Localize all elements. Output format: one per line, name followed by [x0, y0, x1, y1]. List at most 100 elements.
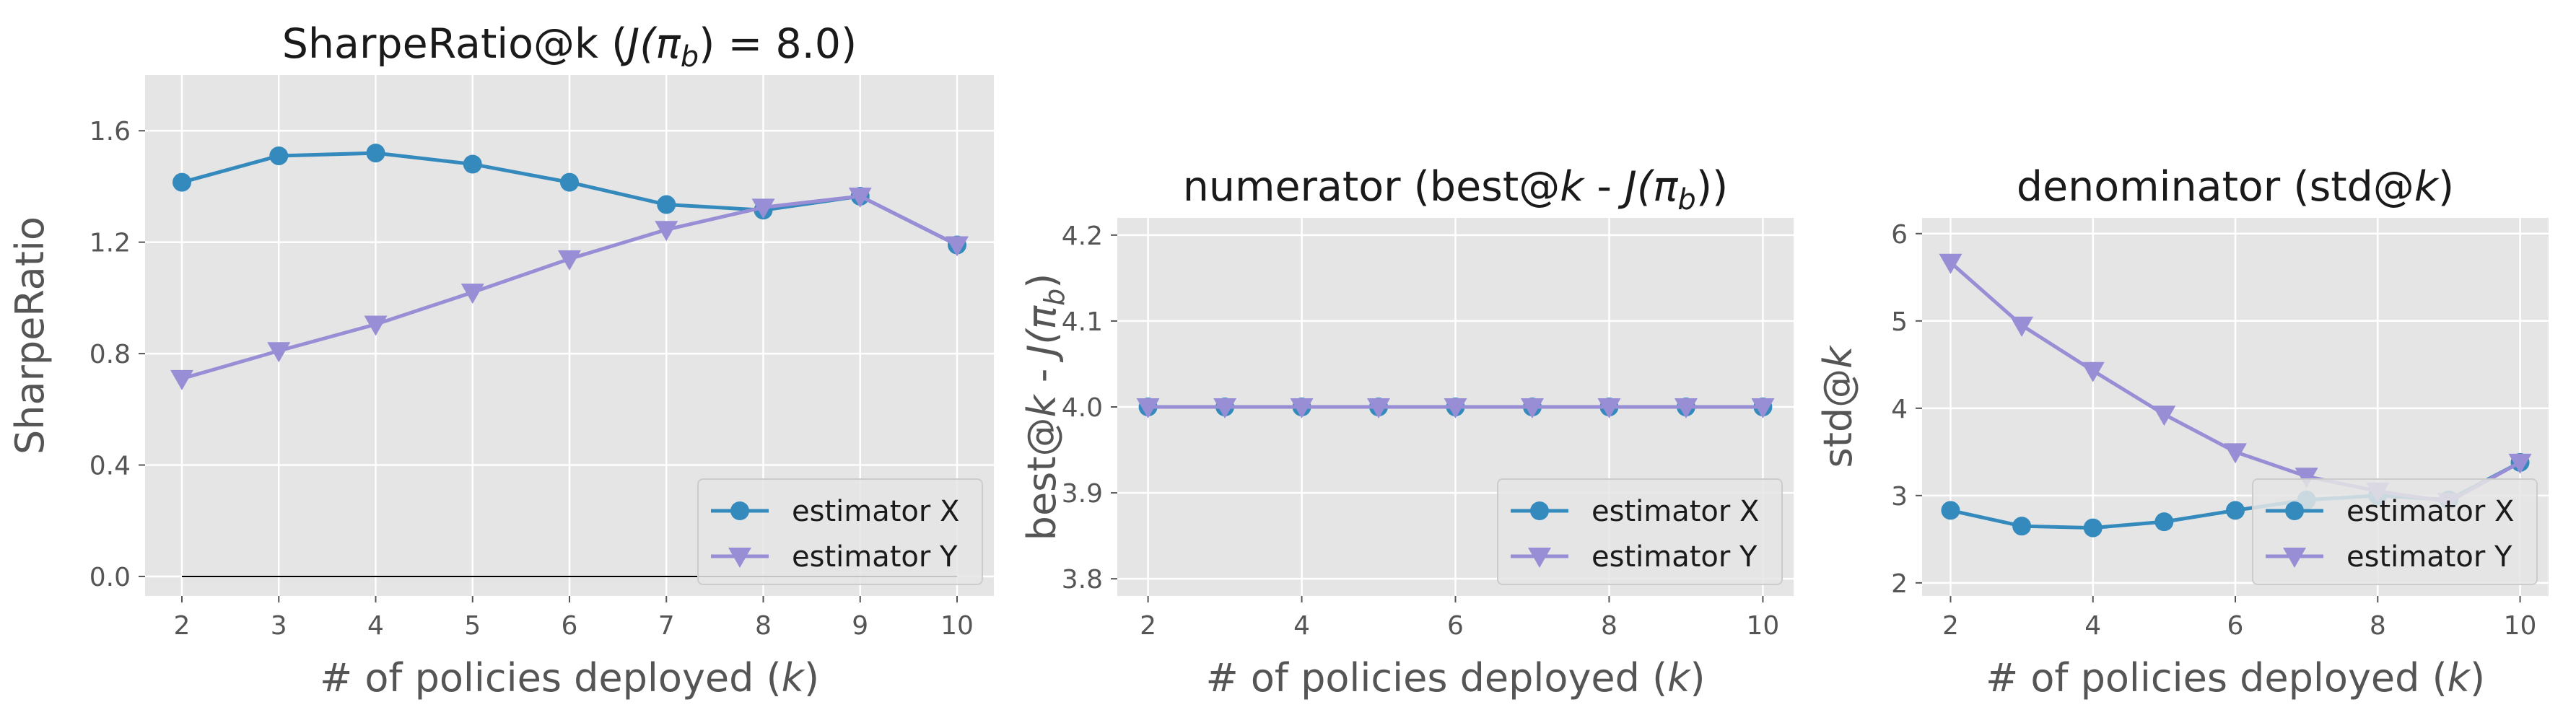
series-estimator-y [1136, 398, 1775, 418]
data-point [2012, 517, 2032, 536]
y-tick-label: 3.9 [1062, 479, 1103, 509]
y-tick-label: 1.6 [89, 117, 131, 146]
data-point [2081, 361, 2105, 382]
x-axis-label: # of policies deployed (k) [320, 655, 819, 701]
y-tick-label: 3.8 [1062, 565, 1103, 595]
data-point [655, 221, 678, 242]
data-point [170, 369, 194, 390]
data-point [1941, 501, 1960, 520]
legend-box [2252, 478, 2538, 585]
y-tick-label: 0.0 [89, 563, 131, 592]
data-point [173, 172, 192, 192]
x-tick-label: 7 [658, 611, 675, 641]
y-axis-label: best@k - J(πb) [1019, 273, 1070, 541]
legend-box [1497, 478, 1783, 585]
y-tick-label: 6 [1891, 220, 1908, 250]
data-point [1751, 398, 1775, 418]
x-tick-label: 6 [562, 611, 578, 641]
data-point [751, 198, 775, 219]
legend: estimator X estimator Y [1497, 478, 1783, 585]
legend-marker [728, 548, 751, 568]
x-tick-label: 2 [174, 611, 191, 641]
x-tick-label: 2 [1942, 611, 1959, 641]
legend-label: estimator Y [1592, 540, 1758, 574]
data-point [1444, 398, 1467, 418]
data-point [2295, 468, 2318, 488]
x-tick-label: 2 [1140, 611, 1156, 641]
data-point [1520, 398, 1544, 418]
x-tick-label: 9 [852, 611, 868, 641]
x-tick-label: 4 [2084, 611, 2101, 641]
data-point [1674, 398, 1698, 418]
x-tick-label: 5 [464, 611, 481, 641]
data-point [2508, 453, 2532, 474]
data-point [2010, 316, 2034, 337]
legend-label: estimator Y [2346, 540, 2512, 574]
x-axis-label: # of policies deployed (k) [1205, 655, 1705, 701]
y-tick-label: 4 [1891, 395, 1908, 424]
data-point [945, 236, 969, 257]
x-tick-label: 10 [940, 611, 974, 641]
x-tick-label: 8 [755, 611, 772, 641]
legend-label: estimator X [1592, 495, 1759, 528]
legend-label: estimator X [792, 495, 959, 528]
x-tick-label: 6 [2227, 611, 2244, 641]
x-tick-label: 6 [1447, 611, 1464, 641]
data-point [1597, 398, 1621, 418]
series-estimator-y [170, 187, 969, 390]
data-point [269, 146, 289, 165]
chart-title: SharpeRatio@k (J(πb) = 8.0) [282, 20, 857, 74]
x-tick-label: 8 [2370, 611, 2386, 641]
data-point [1136, 398, 1160, 418]
data-point [1367, 398, 1391, 418]
data-point [2152, 405, 2176, 426]
y-axis-label: SharpeRatio [7, 216, 53, 455]
y-tick-label: 1.2 [89, 229, 131, 258]
data-point [364, 315, 388, 336]
legend-label: estimator X [2346, 495, 2514, 528]
x-tick-label: 10 [1747, 611, 1780, 641]
legend: estimator X estimator Y [2252, 478, 2538, 585]
data-point [2226, 501, 2245, 520]
data-point [2083, 518, 2103, 538]
data-point [848, 187, 872, 208]
chart-title: denominator (std@k) [2017, 163, 2454, 211]
data-point [2154, 512, 2174, 532]
x-tick-label: 8 [1601, 611, 1617, 641]
y-tick-label: 4.1 [1062, 307, 1103, 337]
data-point [460, 284, 484, 304]
data-point [560, 172, 579, 192]
y-tick-label: 0.4 [89, 452, 131, 481]
y-axis-label: std@k [1815, 344, 1861, 468]
data-point [1290, 398, 1314, 418]
y-tick-label: 2 [1891, 569, 1908, 599]
x-tick-label: 4 [367, 611, 384, 641]
data-point [657, 195, 676, 214]
panel-3: 2 4 6 8 10 2 3 4 5 6 estimator X estimator Y denomin… [1815, 163, 2549, 701]
data-point [1939, 253, 1962, 274]
y-tick-label: 4.0 [1062, 393, 1103, 423]
legend-marker [2285, 501, 2304, 520]
x-tick-label: 4 [1293, 611, 1310, 641]
data-point [2224, 443, 2247, 464]
x-axis-label: # of policies deployed (k) [1986, 655, 2485, 701]
legend: estimator X estimator Y [697, 478, 983, 585]
data-point [1213, 398, 1237, 418]
x-tick-label: 10 [2504, 611, 2537, 641]
x-tick-label: 3 [271, 611, 287, 641]
data-point [558, 250, 581, 271]
chart-title: numerator (best@k - J(πb)) [1183, 163, 1729, 216]
legend-marker [1528, 548, 1551, 568]
y-tick-label: 3 [1891, 482, 1908, 512]
y-tick-label: 5 [1891, 307, 1908, 337]
legend-box [697, 478, 983, 585]
legend-marker [730, 501, 749, 520]
y-tick-label: 4.2 [1062, 222, 1103, 251]
data-point [267, 342, 291, 363]
data-point [366, 144, 385, 163]
data-point [463, 154, 482, 174]
legend-label: estimator Y [792, 540, 958, 574]
